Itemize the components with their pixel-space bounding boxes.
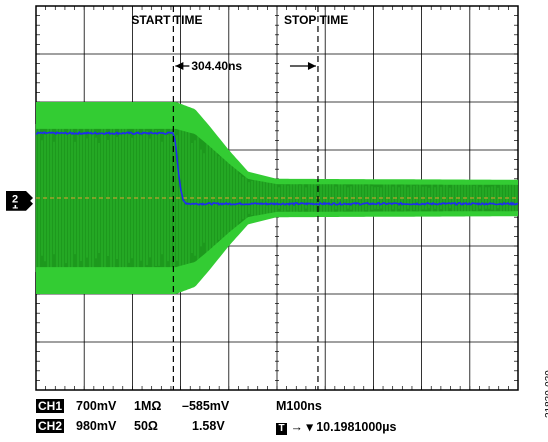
ch1-coupling: 1MΩ: [134, 399, 162, 413]
ch1-waveform: [35, 131, 519, 207]
trigger-icon: T: [276, 423, 287, 435]
channel-2-marker-label: 2: [12, 194, 18, 206]
start-time-label: START TIME: [131, 13, 202, 27]
ch2-waveform: [35, 102, 518, 294]
stop-time-label: STOP TIME: [284, 13, 348, 27]
arrowhead-right: [307, 62, 316, 70]
arrowhead-left: [175, 62, 184, 70]
ch2-tag: CH2: [36, 419, 65, 433]
annotations: START TIME STOP TIME 304.40ns 12: [6, 13, 348, 211]
ch2-offset: 1.58V: [192, 419, 225, 433]
timebase: M100ns: [276, 399, 322, 413]
trigger-setting: → ▾ 10.1981000µs: [290, 420, 397, 434]
interval-label: 304.40ns: [191, 59, 242, 73]
ch1-trace: [35, 131, 519, 207]
channel-2-marker-box: [6, 191, 26, 205]
ch1-tag: CH1: [36, 399, 65, 413]
ch2-coupling: 50Ω: [134, 419, 158, 433]
time-cursors: [172, 6, 319, 390]
channel-1-marker-label: 1: [12, 199, 18, 211]
ch1-offset: –585mV: [182, 399, 230, 413]
figure-id: 21830-030: [544, 370, 548, 418]
channel-2-marker-arrow: [26, 191, 33, 205]
ch1-scale: 700mV: [76, 399, 117, 413]
ch2-scale: 980mV: [76, 419, 117, 433]
